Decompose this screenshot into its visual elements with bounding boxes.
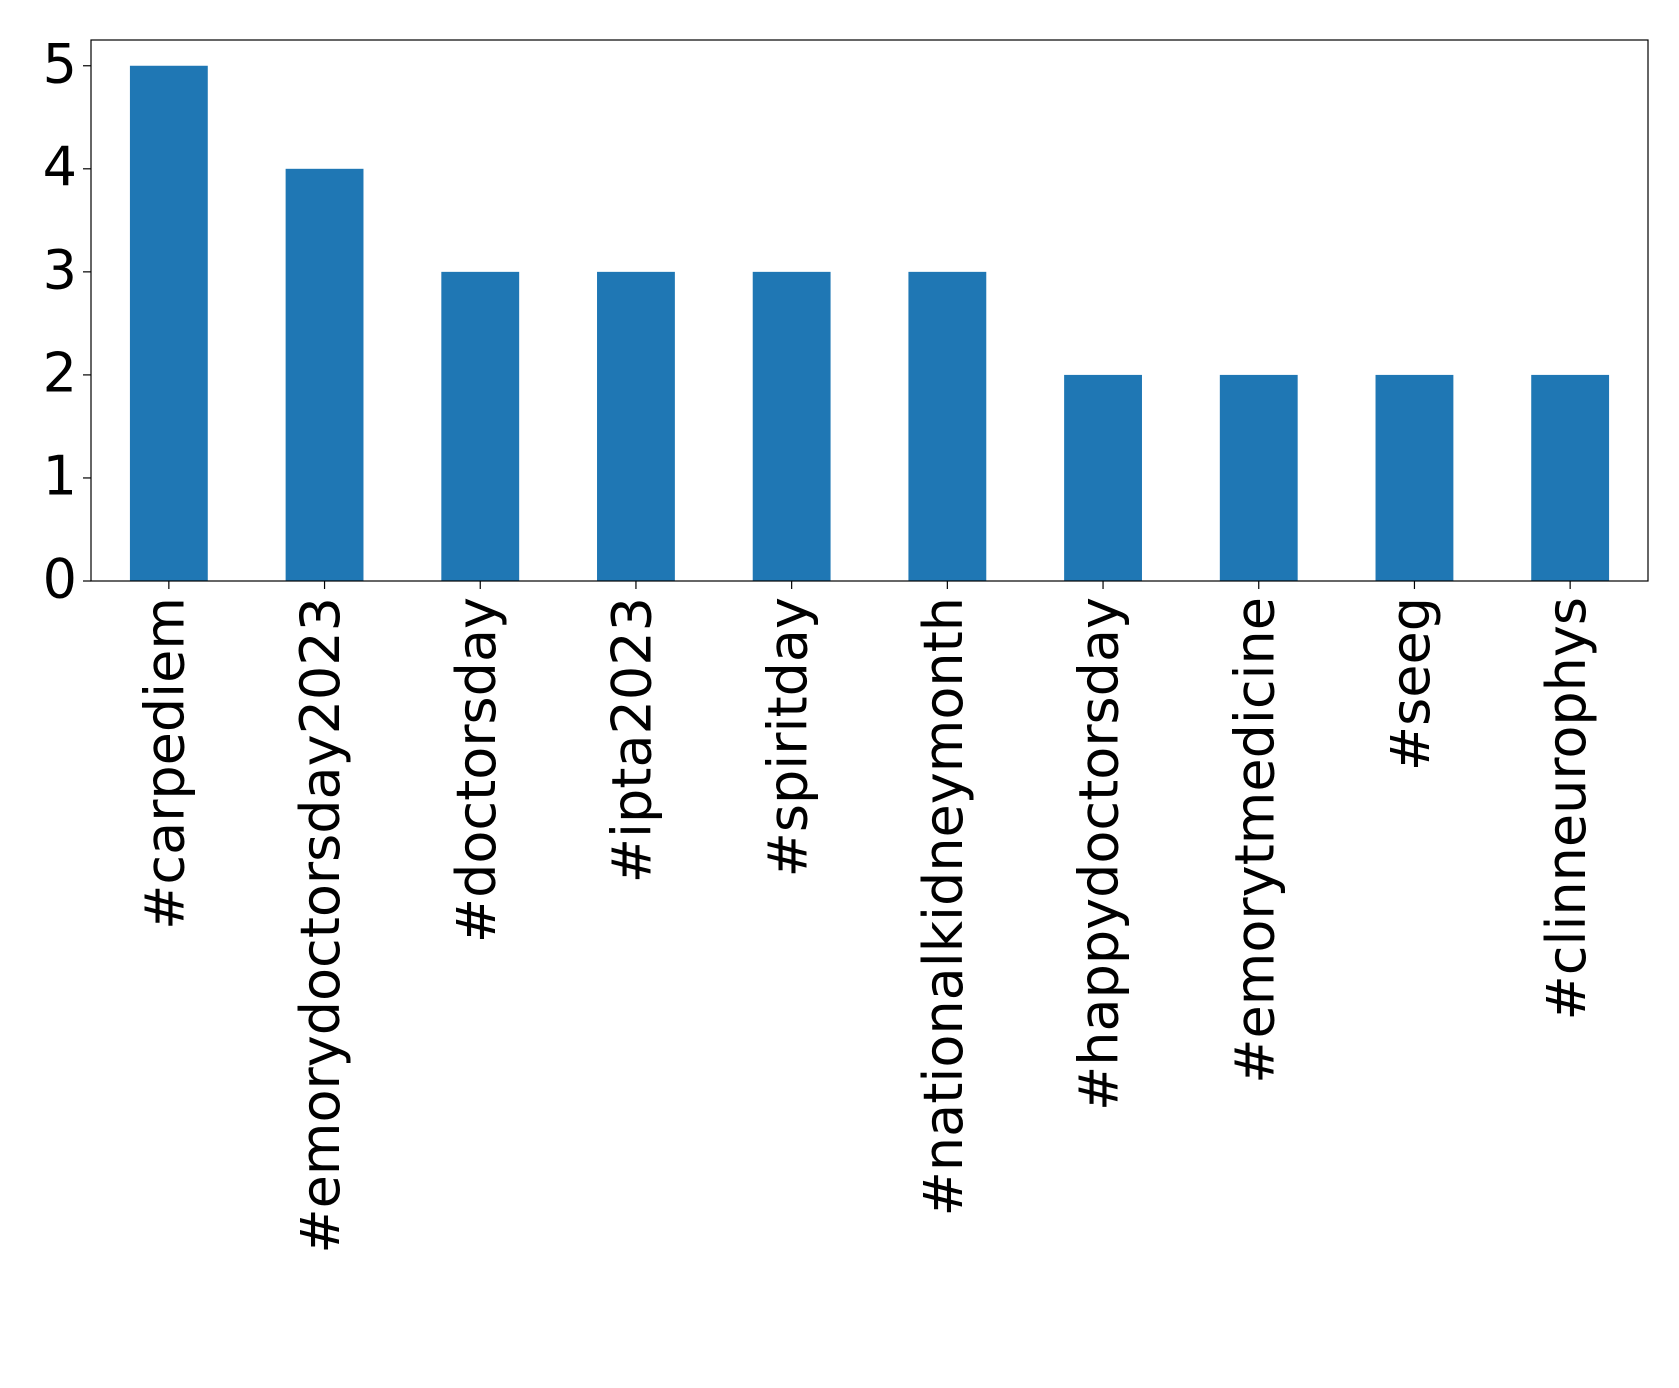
bar bbox=[441, 271, 520, 581]
bar bbox=[1531, 374, 1610, 581]
bar bbox=[1064, 374, 1142, 581]
x-tick-label: #clinneurophys bbox=[1535, 597, 1598, 1020]
bar bbox=[285, 168, 364, 582]
y-tick-label: 4 bbox=[43, 135, 77, 198]
bar bbox=[908, 271, 987, 581]
y-tick-label: 3 bbox=[43, 238, 77, 301]
bar bbox=[597, 271, 675, 581]
bar bbox=[129, 65, 208, 581]
y-tick-label: 0 bbox=[43, 548, 77, 611]
x-tick-label: #emorydoctorsday2023 bbox=[289, 597, 352, 1254]
x-tick-label: #ipta2023 bbox=[601, 597, 664, 883]
x-tick-label: #carpediem bbox=[133, 597, 196, 930]
x-tick-label: #emorytmedicine bbox=[1223, 597, 1286, 1084]
y-tick-label: 2 bbox=[43, 342, 77, 405]
x-tick-label: #nationalkidneymonth bbox=[912, 597, 975, 1216]
x-tick-label: #seeg bbox=[1379, 597, 1442, 771]
x-tick-label: #happydoctorsday bbox=[1068, 597, 1131, 1111]
x-tick-label: #spiritday bbox=[756, 597, 819, 877]
bar bbox=[1219, 374, 1298, 581]
bar bbox=[1375, 374, 1454, 581]
plot-frame bbox=[90, 39, 1649, 582]
y-tick-label: 5 bbox=[43, 32, 77, 95]
x-tick-label: #doctorsday bbox=[445, 597, 508, 943]
bar bbox=[752, 271, 831, 581]
y-tick-label: 1 bbox=[43, 445, 77, 508]
